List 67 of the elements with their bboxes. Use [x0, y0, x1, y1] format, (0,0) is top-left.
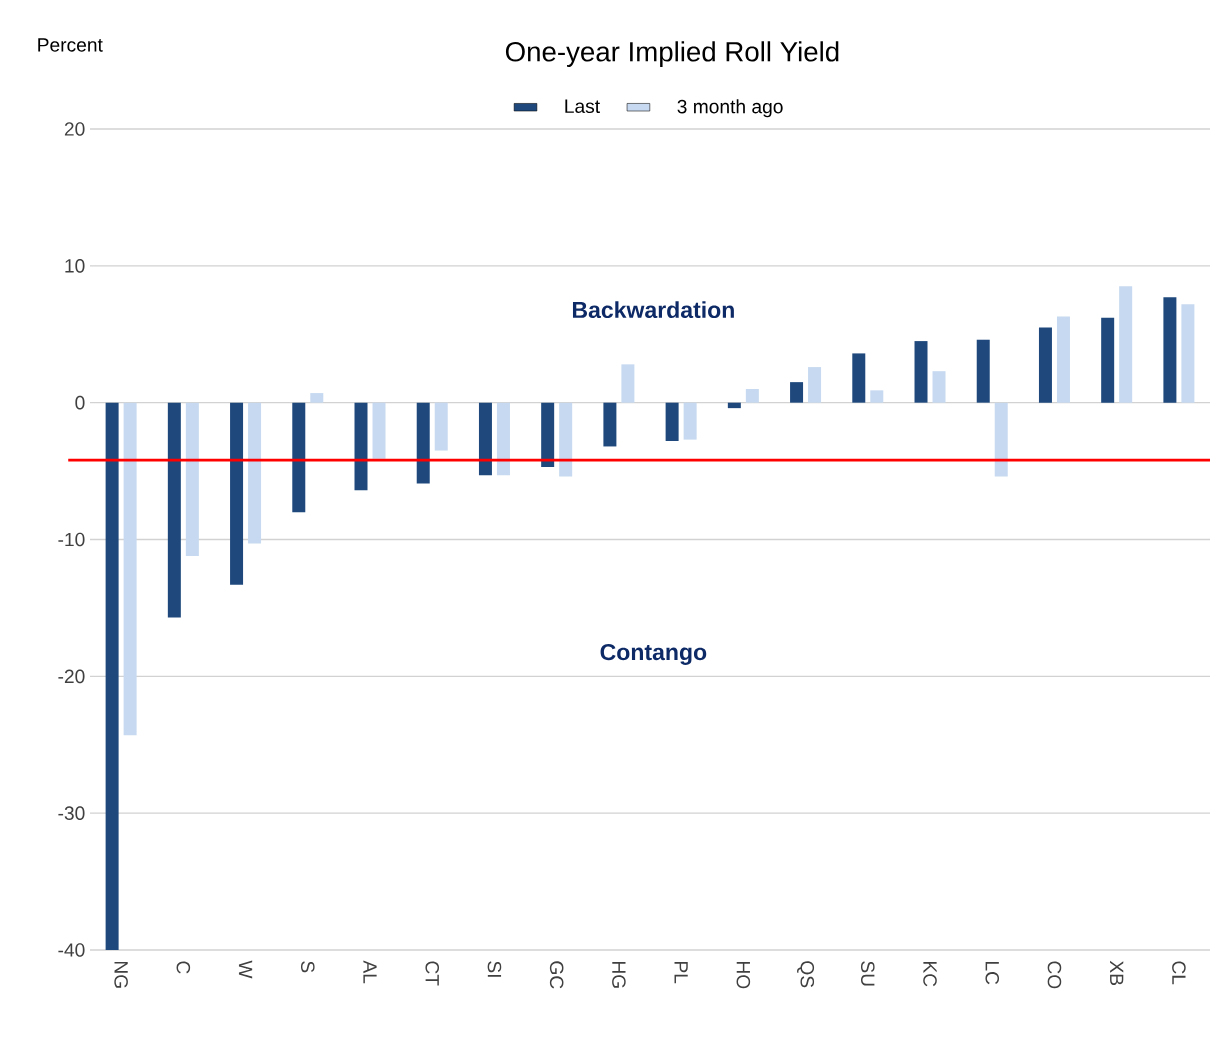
- bar: [1038, 327, 1052, 403]
- bar: [1056, 316, 1070, 403]
- bar: [870, 390, 884, 403]
- y-tick-label: 20: [64, 122, 85, 136]
- bar: [1163, 297, 1177, 403]
- x-tick-label: SU: [860, 961, 875, 986]
- legend-label: Last: [565, 99, 600, 114]
- bar: [292, 402, 306, 513]
- x-tick-label: W: [238, 960, 253, 979]
- bar: [496, 402, 510, 476]
- bar: [478, 402, 492, 476]
- bar: [683, 402, 697, 440]
- legend-label: 3 month ago: [677, 99, 783, 118]
- x-tick-label: PL: [674, 961, 688, 984]
- bar: [230, 402, 244, 585]
- bar: [354, 402, 368, 491]
- y-tick-label: -40: [58, 943, 85, 957]
- x-tick-label: C: [176, 961, 191, 974]
- x-tick-label: HO: [736, 961, 751, 989]
- x-tick-label: QS: [797, 961, 815, 988]
- bar: [310, 393, 324, 403]
- bar: [852, 353, 866, 403]
- x-tick-label: AL: [363, 960, 377, 984]
- bar: [1181, 304, 1195, 403]
- annotation: Contango: [600, 643, 707, 665]
- bar: [185, 402, 199, 556]
- x-tick-label: KC: [923, 961, 937, 987]
- chart-title: One-year Implied Roll Yield: [505, 41, 839, 68]
- x-tick-label: SI: [487, 961, 502, 977]
- bar: [745, 388, 759, 403]
- bar: [541, 402, 555, 467]
- x-tick-label: GC: [549, 961, 564, 989]
- bar: [248, 402, 262, 544]
- y-tick-label: -10: [58, 532, 85, 547]
- bar: [994, 402, 1008, 477]
- bar: [416, 402, 430, 484]
- x-tick-label: S: [300, 961, 315, 973]
- bar: [603, 402, 617, 447]
- y-axis-title: Percent: [38, 38, 103, 52]
- annotation: Backwardation: [572, 301, 734, 319]
- bar: [727, 402, 741, 409]
- bar: [976, 339, 990, 403]
- y-tick-label: -20: [58, 669, 85, 684]
- x-tick-label: HG: [612, 961, 626, 988]
- bar: [808, 367, 822, 403]
- bar: [167, 402, 181, 618]
- bar: [123, 402, 137, 736]
- bar: [105, 402, 119, 950]
- x-tick-label: NG: [114, 961, 128, 988]
- y-tick-label: 10: [65, 259, 85, 273]
- bar: [1101, 317, 1115, 403]
- x-tick-label: CO: [1047, 961, 1062, 989]
- bar: [559, 402, 573, 477]
- bar: [434, 402, 448, 451]
- bar: [790, 382, 804, 403]
- bar: [914, 341, 928, 403]
- x-tick-label: CT: [425, 961, 440, 986]
- bar: [621, 364, 635, 403]
- x-tick-label: LC: [985, 961, 1000, 985]
- x-tick-label: CL: [1172, 961, 1186, 985]
- y-tick-label: -30: [58, 806, 85, 820]
- y-tick-label: 0: [75, 395, 85, 410]
- x-tick-label: XB: [1110, 960, 1124, 985]
- bar: [1119, 286, 1133, 403]
- bar: [932, 371, 946, 403]
- bar: [665, 402, 679, 441]
- bar: [372, 402, 386, 459]
